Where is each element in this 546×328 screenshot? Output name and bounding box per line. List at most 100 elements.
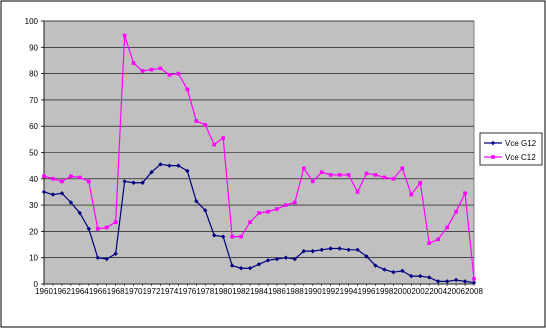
data-point: [51, 177, 55, 181]
data-point: [409, 273, 414, 279]
data-point: [221, 136, 225, 140]
data-point: [104, 225, 109, 230]
data-point: [275, 207, 279, 211]
data-point: [167, 163, 172, 168]
data-point: [346, 247, 351, 253]
data-point: [149, 170, 154, 175]
y-tick-label: 30: [29, 201, 38, 210]
data-point: [185, 168, 190, 174]
data-point: [239, 234, 243, 239]
data-point: [95, 255, 100, 260]
series-vce-c12: [42, 33, 476, 281]
data-point: [167, 73, 172, 77]
data-point: [68, 200, 74, 205]
x-tick-label: 1966: [89, 287, 107, 296]
data-point: [391, 177, 396, 181]
data-point: [382, 175, 387, 180]
data-point: [319, 170, 324, 175]
x-tick-label: 1982: [232, 287, 250, 296]
data-point: [274, 256, 280, 262]
data-point: [445, 225, 449, 230]
data-point: [158, 162, 163, 167]
x-tick-label: 1976: [178, 287, 196, 296]
data-point: [373, 263, 378, 268]
x-tick-label: 1968: [107, 287, 125, 296]
legend-swatch-marker: [490, 140, 496, 146]
data-point: [462, 279, 468, 284]
x-tick-label: 1992: [322, 287, 340, 296]
data-point: [463, 191, 467, 196]
data-point: [256, 262, 262, 267]
data-point: [400, 268, 405, 274]
data-point: [60, 179, 64, 184]
data-point: [444, 279, 450, 284]
data-point: [301, 166, 306, 171]
data-point: [355, 247, 360, 253]
data-point: [77, 210, 83, 216]
y-tick-label: 50: [29, 149, 38, 158]
data-point: [203, 123, 208, 127]
data-point: [248, 220, 252, 224]
data-point: [292, 256, 298, 262]
x-tick-label: 1996: [358, 287, 376, 296]
data-point: [86, 179, 91, 184]
data-point: [283, 255, 289, 260]
data-point: [140, 69, 145, 73]
data-point: [355, 190, 360, 194]
data-point: [194, 119, 199, 123]
x-tick-label: 2008: [465, 287, 483, 296]
x-tick-label: 2000: [393, 287, 411, 296]
y-tick-label: 70: [29, 96, 38, 105]
data-point: [140, 180, 145, 185]
data-point: [257, 211, 261, 215]
data-point: [310, 248, 315, 254]
legend-box: [479, 132, 543, 166]
data-point: [435, 279, 441, 284]
x-tick-label: 2004: [429, 287, 447, 296]
y-tick-label: 100: [25, 17, 39, 26]
data-point: [69, 174, 73, 178]
data-point: [247, 266, 253, 271]
data-point: [337, 173, 342, 177]
data-point: [337, 246, 342, 251]
data-point: [131, 61, 136, 65]
data-point: [158, 66, 163, 71]
data-point: [301, 248, 306, 254]
y-tick-label: 90: [29, 43, 38, 52]
x-tick-label: 1994: [340, 287, 358, 296]
data-point: [194, 198, 199, 204]
x-tick-label: 1960: [35, 287, 53, 296]
x-tick-label: 1970: [125, 287, 143, 296]
x-tick-label: 1988: [286, 287, 304, 296]
x-tick-label: 1984: [250, 287, 268, 296]
data-point: [230, 234, 234, 239]
data-point: [212, 142, 217, 147]
data-point: [42, 174, 46, 178]
data-point: [176, 163, 181, 168]
data-point: [122, 179, 127, 184]
data-point: [95, 226, 100, 231]
x-tick-label: 1986: [268, 287, 286, 296]
x-tick-label: 1972: [143, 287, 161, 296]
data-point: [265, 258, 271, 263]
data-point: [382, 267, 387, 272]
x-tick-label: 1980: [214, 287, 232, 296]
data-point: [364, 171, 369, 176]
x-tick-label: 1974: [161, 287, 179, 296]
data-point: [238, 266, 244, 271]
data-point: [373, 173, 378, 177]
data-point: [78, 175, 82, 180]
data-point: [328, 246, 333, 251]
data-point: [284, 203, 288, 207]
y-tick-label: 40: [29, 175, 38, 184]
data-point: [293, 200, 297, 205]
x-tick-label: 1998: [376, 287, 394, 296]
data-point: [220, 234, 226, 239]
series-vce-g12: [41, 162, 477, 285]
data-point: [346, 173, 351, 177]
data-point: [328, 173, 333, 177]
series-layer: [41, 33, 477, 285]
data-point: [454, 209, 458, 214]
data-point: [319, 247, 324, 253]
